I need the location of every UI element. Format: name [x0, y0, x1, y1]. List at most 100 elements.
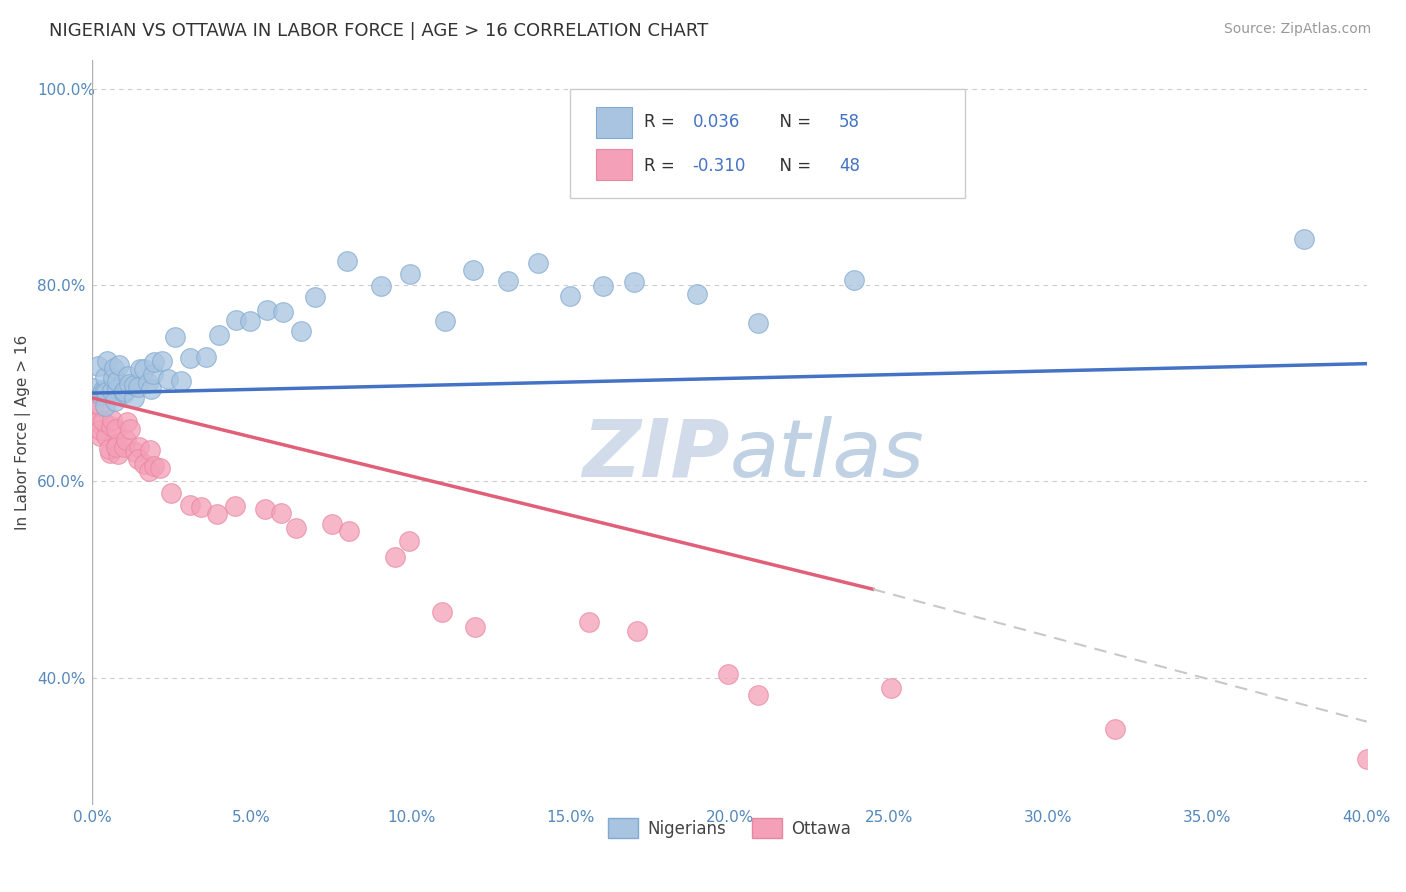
Point	[253, 502, 276, 516]
Point	[89, 429, 111, 443]
Point	[170, 374, 193, 388]
Point	[496, 274, 519, 288]
Point	[94, 384, 117, 398]
Point	[194, 351, 217, 365]
Point	[128, 440, 150, 454]
Point	[134, 457, 156, 471]
Point	[290, 324, 312, 338]
Point	[118, 376, 141, 391]
Point	[98, 446, 121, 460]
Text: N =: N =	[769, 113, 817, 131]
Text: -0.310: -0.310	[693, 157, 747, 175]
Point	[142, 367, 165, 381]
Text: Source: ZipAtlas.com: Source: ZipAtlas.com	[1223, 22, 1371, 37]
Point	[1294, 232, 1316, 246]
Text: R =: R =	[644, 113, 681, 131]
Point	[225, 312, 247, 326]
Point	[747, 688, 769, 702]
Bar	[596, 149, 631, 180]
Point	[105, 437, 128, 451]
Text: NIGERIAN VS OTTAWA IN LABOR FORCE | AGE > 16 CORRELATION CHART: NIGERIAN VS OTTAWA IN LABOR FORCE | AGE …	[49, 22, 709, 40]
Point	[623, 276, 645, 290]
Point	[138, 464, 160, 478]
Point	[108, 358, 131, 372]
Point	[100, 418, 122, 433]
Point	[94, 370, 117, 384]
Point	[717, 667, 740, 681]
Point	[152, 354, 174, 368]
Point	[337, 524, 360, 539]
Text: ZIP: ZIP	[582, 416, 730, 493]
Y-axis label: In Labor Force | Age > 16: In Labor Force | Age > 16	[15, 334, 31, 530]
Point	[96, 354, 118, 368]
Point	[205, 508, 228, 522]
Point	[148, 461, 170, 475]
Point	[91, 414, 114, 428]
Text: 48: 48	[839, 157, 860, 175]
Point	[114, 384, 136, 398]
Point	[103, 361, 125, 376]
Point	[117, 369, 139, 384]
Point	[239, 314, 262, 328]
Point	[271, 305, 294, 319]
Point	[179, 498, 201, 512]
Point	[105, 382, 128, 396]
Point	[87, 359, 110, 374]
Point	[592, 278, 614, 293]
Point	[747, 316, 769, 330]
Point	[159, 486, 181, 500]
Point	[122, 391, 145, 405]
Point	[132, 361, 155, 376]
Point	[120, 421, 142, 435]
FancyBboxPatch shape	[571, 89, 966, 197]
Point	[94, 429, 117, 443]
Point	[105, 422, 128, 436]
Point	[115, 382, 138, 396]
Text: 58: 58	[839, 113, 860, 131]
Point	[179, 351, 201, 365]
Point	[122, 377, 145, 392]
Point	[165, 330, 187, 344]
Point	[86, 415, 108, 429]
Legend: Nigerians, Ottawa: Nigerians, Ottawa	[602, 812, 858, 845]
Point	[224, 499, 246, 513]
Point	[880, 681, 903, 695]
Point	[89, 423, 111, 437]
Point	[336, 253, 359, 268]
Point	[190, 500, 212, 514]
Point	[558, 289, 581, 303]
Point	[270, 506, 292, 520]
Point	[100, 413, 122, 427]
Point	[90, 388, 112, 402]
Point	[434, 314, 457, 328]
Point	[93, 383, 115, 397]
Point	[112, 386, 135, 401]
Bar	[596, 106, 631, 138]
Text: N =: N =	[769, 157, 817, 175]
Point	[139, 382, 162, 396]
Text: atlas: atlas	[730, 416, 924, 493]
Text: 0.036: 0.036	[693, 113, 740, 131]
Point	[139, 443, 162, 458]
Point	[128, 362, 150, 376]
Point	[527, 256, 550, 270]
Point	[844, 273, 866, 287]
Point	[143, 355, 166, 369]
Point	[107, 447, 129, 461]
Point	[94, 399, 117, 413]
Point	[208, 327, 231, 342]
Point	[127, 380, 149, 394]
Point	[112, 440, 135, 454]
Point	[112, 384, 135, 399]
Point	[114, 433, 136, 447]
Point	[464, 620, 486, 634]
Point	[384, 549, 406, 564]
Point	[430, 605, 453, 619]
Text: R =: R =	[644, 157, 681, 175]
Point	[399, 267, 422, 281]
Point	[101, 371, 124, 385]
Point	[115, 415, 138, 429]
Point	[89, 399, 111, 413]
Point	[398, 534, 420, 549]
Point	[82, 401, 104, 416]
